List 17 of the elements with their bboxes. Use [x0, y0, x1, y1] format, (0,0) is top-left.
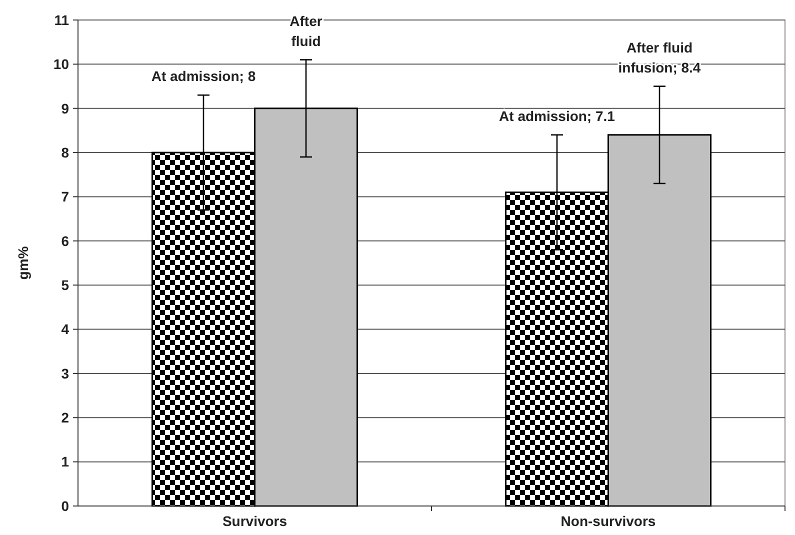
x-tick-label: Non-survivors [560, 513, 656, 529]
x-tick-label: Survivors [222, 513, 288, 529]
y-tick-label: 1 [61, 454, 70, 470]
y-tick-label: 8 [61, 144, 70, 160]
y-axis-title: gm% [15, 246, 31, 280]
y-tick-label: 0 [61, 498, 70, 514]
y-tick-label: 4 [61, 321, 70, 338]
y-tick-label: 11 [54, 12, 70, 28]
annotation: At admission; 7.1 [499, 108, 616, 124]
y-tick-label: 3 [61, 365, 70, 382]
annotation: At admission; 8 [151, 68, 256, 84]
y-tick-label: 7 [61, 188, 70, 205]
y-tick-label: 10 [53, 56, 70, 72]
y-tick-label: 5 [61, 276, 70, 293]
y-tick-label: 9 [61, 100, 70, 116]
y-tick-label: 2 [61, 410, 70, 426]
y-tick-label: 6 [61, 232, 70, 249]
